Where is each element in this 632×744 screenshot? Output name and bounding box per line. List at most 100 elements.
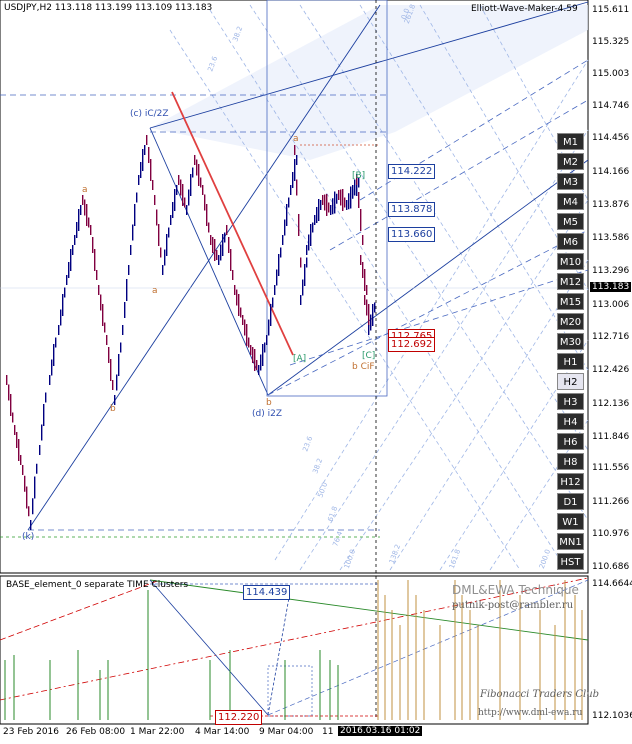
candle <box>14 425 16 435</box>
candle <box>320 200 322 210</box>
candle <box>206 204 208 226</box>
candle <box>202 185 204 195</box>
candle <box>154 195 156 205</box>
candle <box>178 175 180 185</box>
candle <box>16 432 18 448</box>
candle <box>358 177 360 188</box>
candle <box>94 249 96 271</box>
timeframe-button-m5[interactable]: M5 <box>557 213 584 230</box>
candle <box>216 250 218 260</box>
timeframe-button-m6[interactable]: M6 <box>557 233 584 250</box>
timeframe-button-m10[interactable]: M10 <box>557 253 584 270</box>
candle <box>186 205 188 215</box>
candle <box>80 205 82 215</box>
candle <box>334 191 336 214</box>
price-tick: 111.556 <box>592 463 630 473</box>
candle <box>242 315 244 325</box>
wave-label-A: [A] <box>293 354 307 364</box>
candle <box>148 147 150 163</box>
timeframe-button-mn1[interactable]: MN1 <box>557 533 584 550</box>
candle <box>32 498 34 515</box>
candle <box>366 285 368 295</box>
candle <box>348 193 350 210</box>
indicator-name: Elliott-Wave-Maker-4.59 <box>471 4 578 14</box>
timeframe-button-m20[interactable]: M20 <box>557 313 584 330</box>
candle <box>24 475 26 492</box>
timeframe-button-w1[interactable]: W1 <box>557 513 584 530</box>
timeframe-button-m30[interactable]: M30 <box>557 333 584 350</box>
candle <box>134 204 136 226</box>
candle <box>92 237 94 253</box>
candle <box>350 186 352 209</box>
timeframe-button-h2[interactable]: H2 <box>557 373 584 390</box>
candle <box>362 262 364 278</box>
price-tick: 110.686 <box>592 562 630 572</box>
candle <box>200 177 202 188</box>
timeframe-button-m12[interactable]: M12 <box>557 273 584 290</box>
candle <box>6 375 8 385</box>
candle <box>98 285 100 295</box>
sub-window-title: BASE_element_0 separate TIME Clusters <box>6 580 189 590</box>
candle <box>296 155 298 165</box>
candle <box>368 304 370 326</box>
price-tick: 112.426 <box>592 365 630 375</box>
candle <box>162 265 164 275</box>
wave-label-C: [C] <box>362 351 376 361</box>
timeframe-button-m3[interactable]: M3 <box>557 173 584 190</box>
candle <box>278 254 280 276</box>
candle <box>324 194 326 211</box>
candle <box>70 249 72 271</box>
timeframe-button-h1[interactable]: H1 <box>557 353 584 370</box>
timeframe-button-m4[interactable]: M4 <box>557 193 584 210</box>
candle <box>120 342 122 353</box>
wave-label-c: (c) iC/2Z <box>130 109 169 119</box>
watermark-email: putnik-post@rambler.ru <box>452 600 574 611</box>
sub-window-area[interactable] <box>0 575 589 725</box>
timeframe-button-d1[interactable]: D1 <box>557 493 584 510</box>
candle <box>240 307 242 318</box>
candle <box>170 215 172 225</box>
candle <box>190 174 192 196</box>
timeframe-button-h3[interactable]: H3 <box>557 393 584 410</box>
candle <box>288 197 290 208</box>
timeframe-button-h4[interactable]: H4 <box>557 413 584 430</box>
candle <box>196 159 198 176</box>
timeframe-button-h6[interactable]: H6 <box>557 433 584 450</box>
candle <box>182 184 184 206</box>
candle <box>108 347 110 363</box>
candle <box>192 167 194 178</box>
candle <box>360 209 362 231</box>
candle <box>164 249 166 266</box>
candle <box>118 354 120 376</box>
price-tick: 111.846 <box>592 432 630 442</box>
candle <box>60 309 62 326</box>
candle <box>12 412 14 423</box>
candle <box>306 257 308 268</box>
candle <box>124 302 126 318</box>
candle <box>76 222 78 238</box>
candle <box>84 199 86 216</box>
price-candles <box>6 135 376 530</box>
level-box-113660: 113.660 <box>388 227 436 242</box>
candle <box>102 304 104 326</box>
price-tick: 114.166 <box>592 167 630 177</box>
price-tick: 112.136 <box>592 399 630 409</box>
candle <box>290 185 292 195</box>
candle <box>138 175 140 185</box>
candle <box>114 395 116 405</box>
candle <box>232 270 234 280</box>
timeframe-button-h8[interactable]: H8 <box>557 453 584 470</box>
price-tick: 114.746 <box>592 101 630 111</box>
timeframe-button-h12[interactable]: H12 <box>557 473 584 490</box>
candle <box>372 304 374 326</box>
candle <box>276 269 278 286</box>
timeframe-button-m15[interactable]: M15 <box>557 293 584 310</box>
time-label-2: 26 Feb 08:00 <box>66 727 126 737</box>
timeframe-button-hst[interactable]: HST <box>557 553 584 570</box>
candle <box>112 380 114 390</box>
timeframe-button-m1[interactable]: M1 <box>557 133 584 150</box>
candle <box>51 359 53 376</box>
candle <box>374 302 376 313</box>
timeframe-button-m2[interactable]: M2 <box>557 153 584 170</box>
